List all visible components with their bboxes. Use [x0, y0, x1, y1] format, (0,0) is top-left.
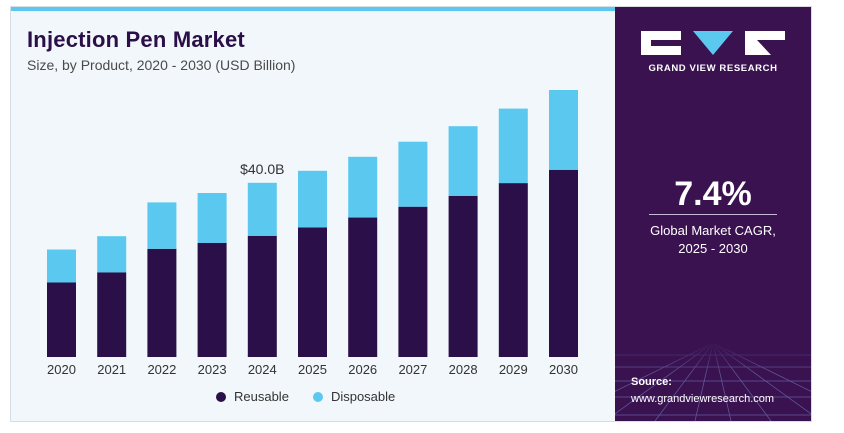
bar-disposable-2025 [298, 170, 327, 228]
bar-reusable-2022 [147, 248, 177, 357]
bar-disposable-2021 [97, 236, 127, 273]
cagr-label-line2: 2025 - 2030 [678, 241, 748, 256]
x-tick-label-2029: 2029 [499, 362, 528, 377]
x-tick-label-2027: 2027 [398, 362, 427, 377]
bar-disposable-2026 [348, 156, 378, 218]
bar-reusable-2030 [549, 169, 578, 357]
cagr-divider [649, 214, 777, 215]
cagr-value: 7.4% [674, 175, 752, 213]
bar-reusable-2025 [298, 227, 327, 357]
chart-title: Injection Pen Market [27, 27, 245, 52]
x-tick-label-2028: 2028 [449, 362, 478, 377]
x-tick-label-2030: 2030 [549, 362, 578, 377]
brand-name: GRAND VIEW RESEARCH [648, 63, 778, 74]
legend-item-reusable: Reusable [216, 389, 289, 404]
cagr-label-line1: Global Market CAGR, [650, 223, 776, 238]
chart-subtitle: Size, by Product, 2020 - 2030 (USD Billi… [27, 57, 296, 73]
bar-disposable-2022 [147, 202, 177, 249]
legend-label-disposable: Disposable [330, 389, 396, 404]
legend-swatch-disposable [312, 391, 323, 402]
x-tick-label-2020: 2020 [47, 362, 76, 377]
chart-legend: Reusable Disposable [216, 389, 395, 404]
legend-item-disposable: Disposable [312, 389, 396, 404]
source-link[interactable]: www.grandviewresearch.com [631, 393, 775, 405]
bar-reusable-2024 [247, 235, 277, 357]
x-tick-label-2023: 2023 [198, 362, 227, 377]
bar-reusable-2026 [348, 217, 378, 357]
x-tick-label-2025: 2025 [298, 362, 327, 377]
cagr-label: Global Market CAGR, 2025 - 2030 [615, 222, 811, 258]
bar-disposable-2024 [247, 182, 277, 236]
bar-reusable-2028 [448, 195, 478, 357]
bar-reusable-2020 [47, 282, 76, 357]
bar-disposable-2029 [498, 108, 528, 184]
chart-card: Injection Pen Market Size, by Product, 2… [10, 6, 812, 422]
bar-reusable-2029 [498, 183, 528, 357]
x-tick-label-2021: 2021 [97, 362, 126, 377]
data-label-2024: $40.0B [240, 161, 284, 177]
bar-reusable-2027 [398, 206, 428, 357]
bar-disposable-2023 [197, 193, 227, 243]
decorative-grid [615, 343, 811, 421]
accent-bar [11, 7, 615, 11]
x-tick-label-2022: 2022 [147, 362, 176, 377]
bar-disposable-2030 [549, 90, 578, 170]
legend-label-reusable: Reusable [234, 389, 289, 404]
bar-disposable-2020 [47, 249, 76, 283]
bar-chart: 2020 2021 2022 2023 2024 2025 2026 2027 2028 2029… [47, 90, 578, 377]
x-tick-label-2024: 2024 [248, 362, 277, 377]
bar-reusable-2021 [97, 272, 127, 357]
x-tick-label-2026: 2026 [348, 362, 377, 377]
bar-disposable-2027 [398, 141, 428, 207]
grand-view-research-logo [641, 31, 785, 55]
bar-reusable-2023 [197, 242, 227, 357]
legend-swatch-reusable [216, 391, 226, 402]
bar-disposable-2028 [448, 126, 478, 196]
insight-sidebar: GRAND VIEW RESEARCH 7.4% Global Market C… [615, 7, 811, 421]
source-label: Source: [631, 376, 672, 388]
chart-panel: Injection Pen Market Size, by Product, 2… [11, 7, 615, 421]
